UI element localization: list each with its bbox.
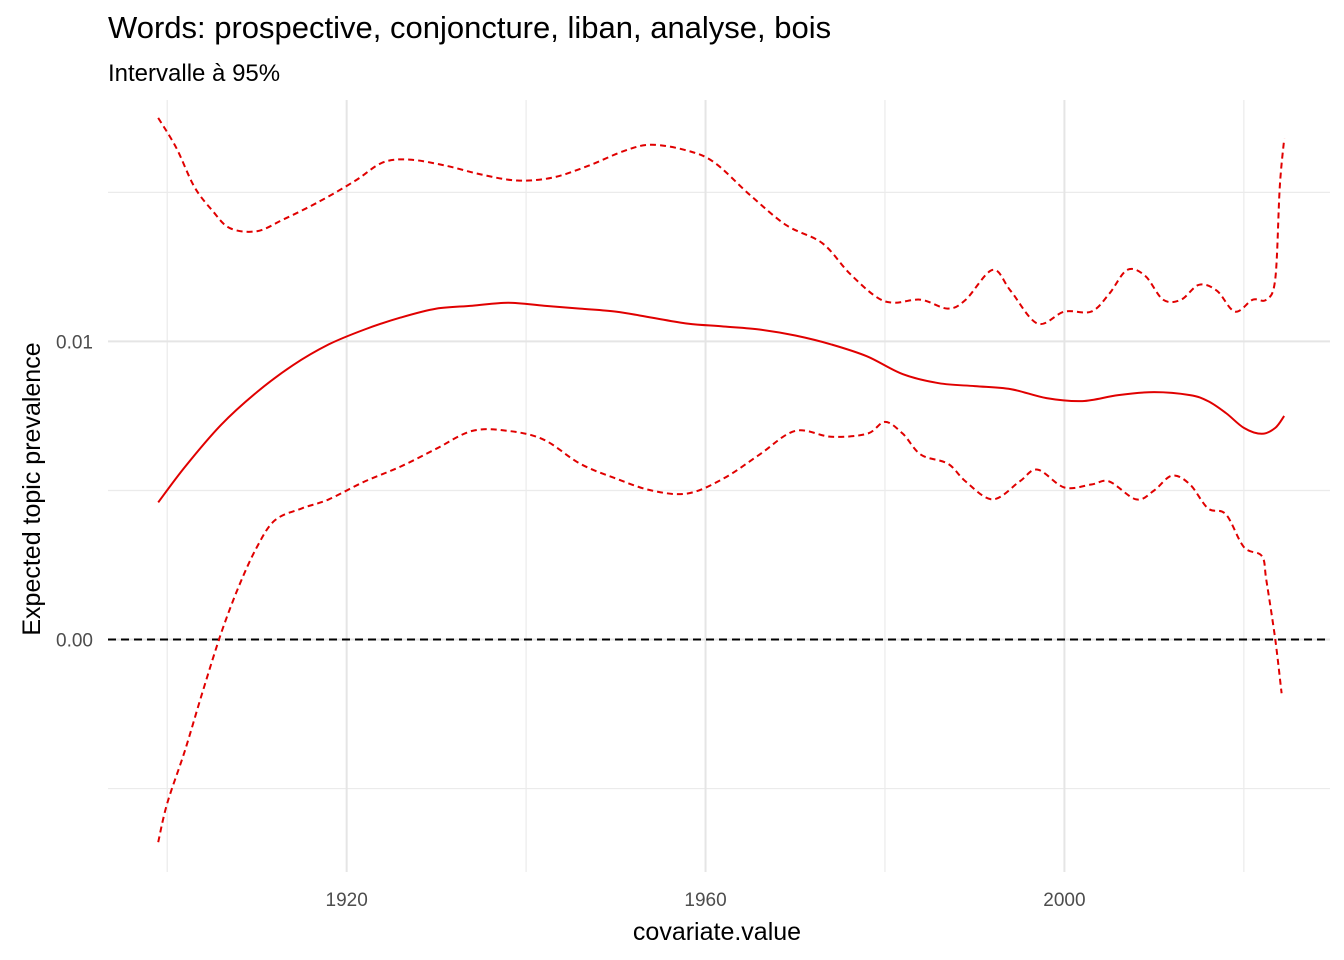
x-axis-ticks: 1920 1960 2000 — [326, 890, 1086, 911]
series-line-0 — [157, 301, 1286, 503]
series-line-2 — [157, 420, 1283, 843]
series-lines — [157, 117, 1286, 843]
y-tick-label: 0.01 — [56, 332, 93, 353]
series-line-1 — [157, 117, 1286, 326]
x-tick-label: 2000 — [1043, 890, 1085, 911]
x-tick-label: 1920 — [326, 890, 368, 911]
major-gridlines — [108, 100, 1330, 872]
chart-title: Words: prospective, conjoncture, liban, … — [108, 10, 832, 45]
x-tick-label: 1960 — [684, 890, 726, 911]
minor-gridlines — [108, 100, 1330, 872]
y-axis-title: Expected topic prevalence — [18, 342, 46, 635]
x-axis-title: covariate.value — [633, 918, 801, 946]
y-axis-ticks: 0.00 0.01 — [56, 332, 93, 651]
chart-subtitle: Intervalle à 95% — [108, 60, 281, 87]
y-tick-label: 0.00 — [56, 631, 93, 652]
